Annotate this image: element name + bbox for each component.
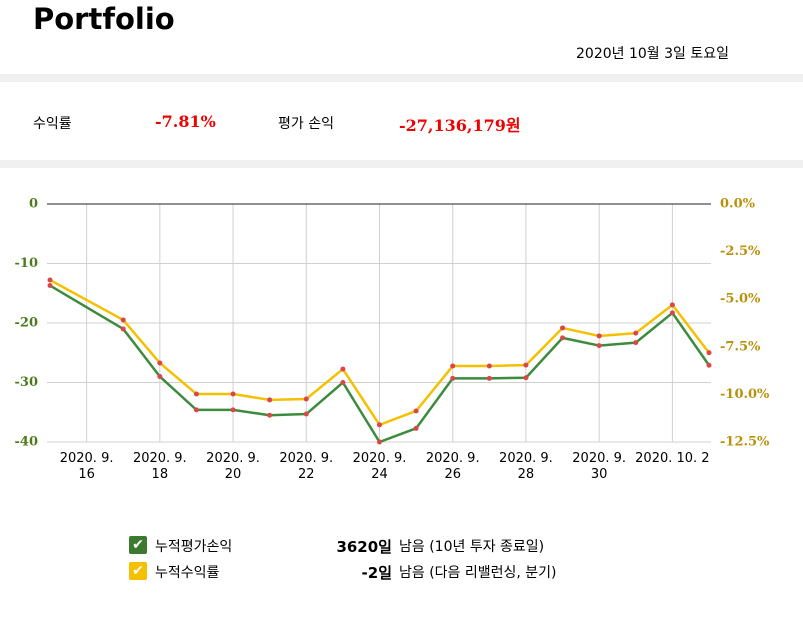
legend-checkbox[interactable]: ✔ — [129, 562, 147, 580]
point — [47, 283, 53, 289]
days-text: 남음 (다음 리밸런싱, 분기) — [399, 565, 557, 581]
point — [560, 335, 566, 341]
series-line — [49, 278, 710, 427]
y-tick-label: -20 — [15, 316, 39, 331]
point — [377, 439, 382, 445]
y-tick-label: 0 — [29, 197, 38, 212]
return-value: -7.81% — [155, 112, 216, 131]
point — [267, 412, 273, 418]
series-line — [49, 284, 711, 444]
point — [523, 362, 529, 368]
x-tick-label: 2020. 9. 22 — [279, 451, 333, 482]
days: -2일 — [361, 564, 392, 582]
point — [633, 340, 639, 346]
point — [120, 326, 126, 332]
point — [340, 380, 346, 385]
legend-label[interactable]: 누적평가손익 — [155, 539, 233, 555]
days: 3620일 — [336, 538, 392, 556]
point — [230, 391, 236, 397]
point — [193, 391, 199, 397]
chart: 2020. 9. 16 2020. 9. 18 2020. 9. 20 2020. 9. 22… — [15, 197, 771, 482]
point — [596, 343, 602, 349]
y2-tick-label: -2.5% — [720, 244, 761, 259]
pnl-label: 평가 손익 — [278, 116, 334, 132]
x-tick-label: 2020. 9. 18 — [133, 451, 187, 482]
point — [450, 375, 456, 381]
point — [120, 317, 126, 323]
separator — [0, 160, 803, 168]
pnl-value: -27,136,179원 — [399, 116, 521, 135]
x-tick-label: 2020. 9. 28 — [499, 451, 553, 482]
separator — [0, 74, 803, 82]
point — [340, 366, 346, 372]
date: 2020년 10월 3일 토요일 — [576, 46, 729, 62]
point — [669, 302, 675, 308]
x-tick-label: 2020. 9. 16 — [60, 451, 114, 482]
x-tick-label: 2020. 10. 2 — [635, 451, 709, 466]
point — [706, 350, 712, 356]
point — [523, 375, 529, 381]
y-tick-label: -30 — [15, 375, 39, 390]
y-tick-label: -40 — [15, 435, 39, 450]
days-text: 남음 (10년 투자 종료일) — [399, 539, 545, 555]
point — [706, 362, 712, 368]
point — [669, 310, 675, 316]
point — [47, 277, 53, 283]
x-tick-label: 2020. 9. 20 — [206, 451, 260, 482]
point — [413, 425, 419, 431]
title: Portfolio — [33, 2, 175, 36]
return-label: 수익률 — [33, 116, 72, 132]
y2-tick-label: 0.0% — [720, 197, 756, 212]
point — [486, 375, 492, 381]
point — [633, 330, 639, 336]
point — [450, 363, 456, 369]
y2-tick-label: -7.5% — [720, 339, 761, 354]
point — [303, 396, 309, 402]
point — [486, 363, 492, 369]
x-tick-label: 2020. 9. 30 — [572, 451, 626, 482]
point — [157, 374, 163, 380]
point — [157, 360, 163, 366]
x-tick-label: 2020. 9. 26 — [426, 451, 480, 482]
legend-label[interactable]: 누적수익률 — [155, 565, 220, 581]
y2-tick-label: -5.0% — [720, 292, 761, 307]
point — [596, 333, 602, 339]
y-tick-label: -10 — [15, 256, 39, 271]
point — [560, 325, 566, 331]
point — [303, 411, 309, 417]
point — [230, 407, 236, 413]
point — [413, 408, 419, 414]
point — [193, 407, 199, 413]
point — [267, 397, 273, 403]
point — [377, 422, 382, 428]
legend-checkbox[interactable]: ✔ — [129, 536, 147, 554]
x-tick-label: 2020. 9. 24 — [353, 451, 407, 482]
y2-tick-label: -12.5% — [720, 435, 770, 450]
y2-tick-label: -10.0% — [720, 387, 770, 402]
